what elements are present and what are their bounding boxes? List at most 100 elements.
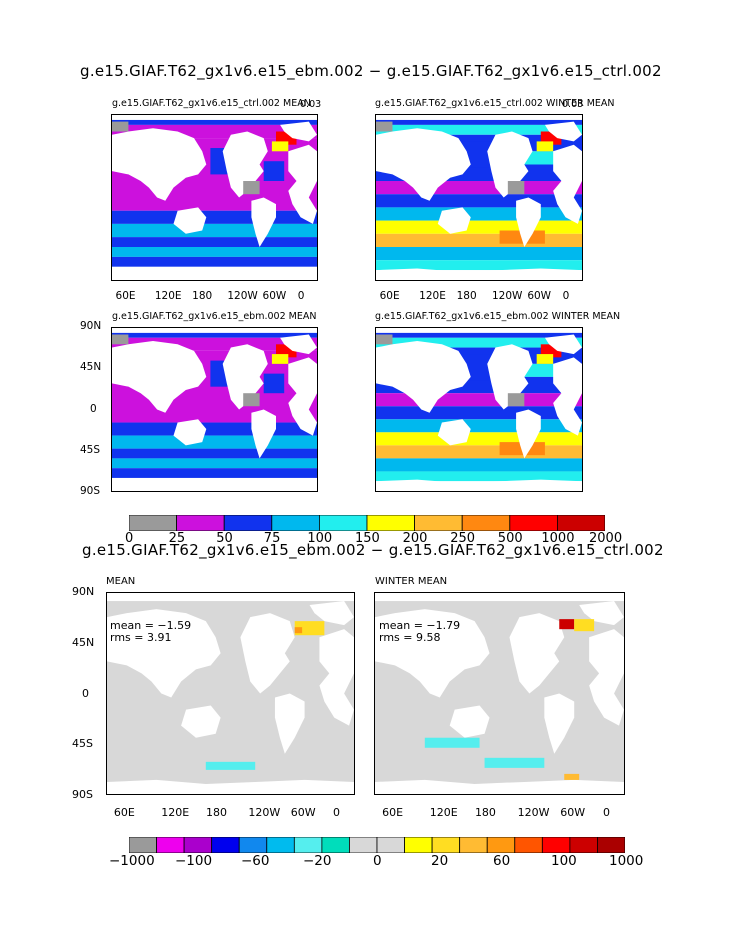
land-mass (222, 344, 268, 410)
land-mass (516, 197, 541, 247)
colorbar-label: 0 (373, 853, 382, 869)
colorbar-swatch (486, 837, 516, 853)
top-figure-title: g.e15.GIAF.T62_gx1v6.e15_ebm.002 − g.e15… (80, 62, 662, 80)
ocean-band (376, 419, 582, 433)
ocean-band (112, 468, 317, 478)
land-mass (181, 705, 221, 738)
lon-tick-label: 0 (602, 806, 610, 819)
colorbar-label: 0 (125, 531, 134, 546)
land-mass (309, 601, 354, 626)
ocean-band (112, 256, 317, 267)
colorbar-swatch (349, 837, 378, 853)
panel-title-ebm-mean: g.e15.GIAF.T62_gx1v6.e15_ebm.002 MEAN (112, 311, 317, 322)
ocean-band (376, 233, 582, 247)
lon-tick-label: 60E (113, 806, 135, 819)
colorbar-label: 1000 (541, 531, 575, 546)
colorbar-label: 100 (307, 531, 333, 546)
lon-tick-label: 0 (333, 806, 341, 819)
ocean-patch (375, 593, 624, 602)
stat-mean: mean = −1.59 (110, 619, 192, 632)
top-colorbar (129, 515, 605, 531)
colorbar-swatch (569, 837, 598, 853)
colorbar-swatch (376, 837, 405, 853)
winter-mld-map (376, 328, 582, 491)
land-mass (280, 121, 317, 142)
colorbar-label: 50 (216, 531, 233, 546)
land-mass (251, 197, 276, 247)
colorbar-swatch (129, 837, 157, 853)
lon-tick-label: 180 (474, 806, 496, 819)
land-mass (544, 121, 582, 142)
colorbar-label: 500 (497, 531, 523, 546)
lon-tick-label: 0 (562, 290, 570, 302)
lon-tick-label: 60E (115, 290, 136, 302)
lon-tick-label: 120E (154, 290, 182, 302)
lat-tick-label: 45S (80, 443, 101, 456)
ocean-patch (574, 619, 595, 632)
ocean-band (376, 393, 582, 407)
colorbar-swatch (459, 837, 488, 853)
land-mass (487, 131, 533, 198)
panel-title-ebm-winter: g.e15.GIAF.T62_gx1v6.e15_ebm.002 WINTER … (375, 311, 621, 322)
land-mass (553, 144, 582, 224)
colorbar-swatch (414, 515, 463, 531)
ocean-band (376, 124, 582, 135)
ocean-patch (107, 593, 354, 602)
land-mass (274, 693, 305, 754)
panel-title-diff-winter: WINTER MEAN (375, 576, 448, 587)
ocean-patch (294, 627, 303, 634)
ocean-band (112, 422, 317, 436)
land-mass (516, 409, 541, 459)
ocean-patch (559, 619, 575, 630)
land-mass (288, 357, 317, 436)
land-mass (319, 629, 354, 726)
colorbar-label: 60 (493, 853, 511, 869)
colorbar-label: 150 (355, 531, 380, 546)
ocean-patch (536, 141, 554, 152)
colorbar-label: −1000 (109, 853, 155, 869)
lat-tick-label: 90S (72, 788, 93, 801)
land-mass (509, 613, 565, 694)
colorbar-swatch (183, 837, 213, 853)
panel-title-diff-mean: MEAN (106, 576, 136, 587)
ocean-band (376, 471, 582, 482)
map-ebm-mean (111, 327, 318, 492)
land-mass (449, 705, 490, 738)
ocean-band (376, 247, 582, 261)
ocean-band (112, 458, 317, 469)
ocean-band (376, 194, 582, 208)
colorbar-swatch (321, 837, 350, 853)
lon-tick-label: 60E (382, 806, 404, 819)
lon-tick-label: 120E (429, 806, 458, 819)
stat-mean: mean = −1.79 (379, 619, 461, 632)
lat-tick-label: 0 (82, 686, 89, 700)
ocean-patch (112, 115, 317, 120)
ocean-band (112, 328, 317, 338)
bottom-colorbar (129, 837, 625, 853)
colorbar-swatch (404, 837, 433, 853)
mean-diff-map (107, 593, 354, 794)
ocean-patch (376, 115, 582, 120)
map-ebm-winter (375, 327, 583, 492)
ocean-patch (205, 761, 256, 770)
ocean-band (112, 210, 317, 224)
ocean-band (376, 432, 582, 446)
lon-tick-label: 60E (379, 290, 400, 302)
lon-tick-label: 120E (419, 290, 446, 302)
winter-mld-map (376, 115, 582, 280)
lat-tick-label: 45N (72, 635, 95, 649)
lat-tick-label: 0 (90, 402, 97, 415)
land-mass (487, 344, 533, 410)
colorbar-label: 75 (263, 531, 281, 546)
land-mass (553, 357, 582, 436)
ocean-band (376, 220, 582, 234)
land-mass (240, 613, 295, 694)
panel-title-ctrl-winter: g.e15.GIAF.T62_gx1v6.e15_ctrl.002 WINTER… (375, 98, 615, 109)
ocean-band (112, 448, 317, 459)
colorbar-swatch (431, 837, 461, 853)
mean-mld-map (112, 328, 317, 491)
colorbar-swatch (129, 515, 177, 531)
colorbar-swatch (514, 837, 543, 853)
land-mass (173, 207, 207, 234)
lon-tick-label: 120W (227, 290, 258, 302)
